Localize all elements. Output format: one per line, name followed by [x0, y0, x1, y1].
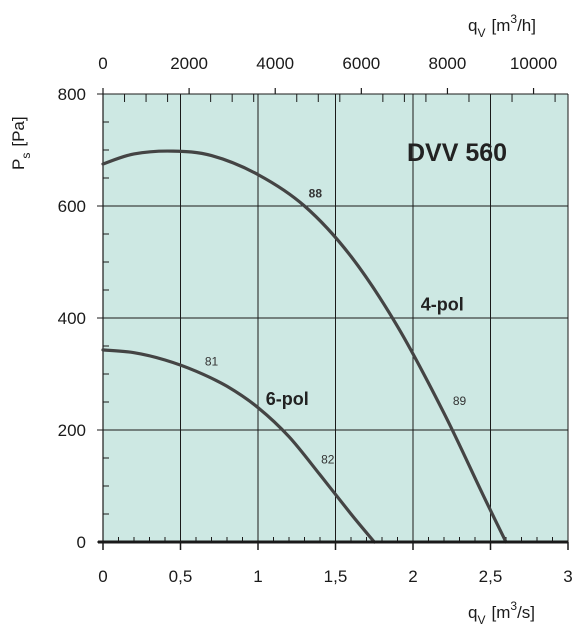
x2-tick-label: 0: [98, 54, 107, 73]
x-tick-label: 3: [563, 567, 572, 586]
curve-label: 6-pol: [266, 389, 309, 409]
x-tick-label: 2,5: [479, 567, 503, 586]
point-label: 89: [453, 394, 467, 408]
y-tick-label: 800: [58, 85, 86, 104]
x-axis-unit-post: /s]: [517, 603, 535, 622]
x-axis-symbol-sub: V: [477, 613, 485, 627]
x-axis-symbol: q: [468, 603, 477, 622]
x2-tick-label: 10000: [510, 54, 557, 73]
x2-axis-unit-post: /h]: [517, 16, 536, 35]
x2-tick-label: 4000: [256, 54, 294, 73]
point-label: 88: [309, 187, 323, 201]
x-tick-labels: 0 0,5 1 1,5 2 2,5 3: [98, 567, 572, 586]
x-axis-title: qV [m3/s]: [468, 599, 535, 627]
x2-tick-labels: 0 2000 4000 6000 8000 10000: [98, 54, 557, 73]
x2-tick-label: 6000: [342, 54, 380, 73]
curve-label: 4-pol: [421, 295, 464, 315]
x-tick-label: 2: [408, 567, 417, 586]
point-label: 81: [205, 355, 219, 369]
x-tick-label: 0: [98, 567, 107, 586]
x2-tick-label: 8000: [429, 54, 467, 73]
y-tick-label: 400: [58, 309, 86, 328]
x-axis-unit-pre: [m: [491, 603, 510, 622]
y-tick-label: 600: [58, 197, 86, 216]
y-axis-title: Ps [Pa]: [9, 116, 33, 170]
x2-axis-title: qV [m3/h]: [468, 12, 536, 40]
x2-axis-symbol: q: [468, 16, 477, 35]
x2-tick-label: 2000: [170, 54, 208, 73]
x-tick-label: 1,5: [324, 567, 348, 586]
x-tick-label: 0,5: [169, 567, 193, 586]
y-axis-unit: [Pa]: [9, 116, 28, 146]
y-axis-symbol: P: [9, 159, 28, 170]
y-tick-label: 0: [77, 533, 86, 552]
x2-axis-unit-pre: [m: [491, 16, 510, 35]
y-axis-symbol-sub: s: [19, 153, 33, 159]
y-tick-labels: 0 200 400 600 800: [58, 85, 86, 552]
chart-title: DVV 560: [407, 139, 507, 167]
x-tick-label: 1: [253, 567, 262, 586]
point-label: 82: [321, 453, 335, 467]
y-tick-label: 200: [58, 421, 86, 440]
x2-axis-symbol-sub: V: [477, 26, 485, 40]
